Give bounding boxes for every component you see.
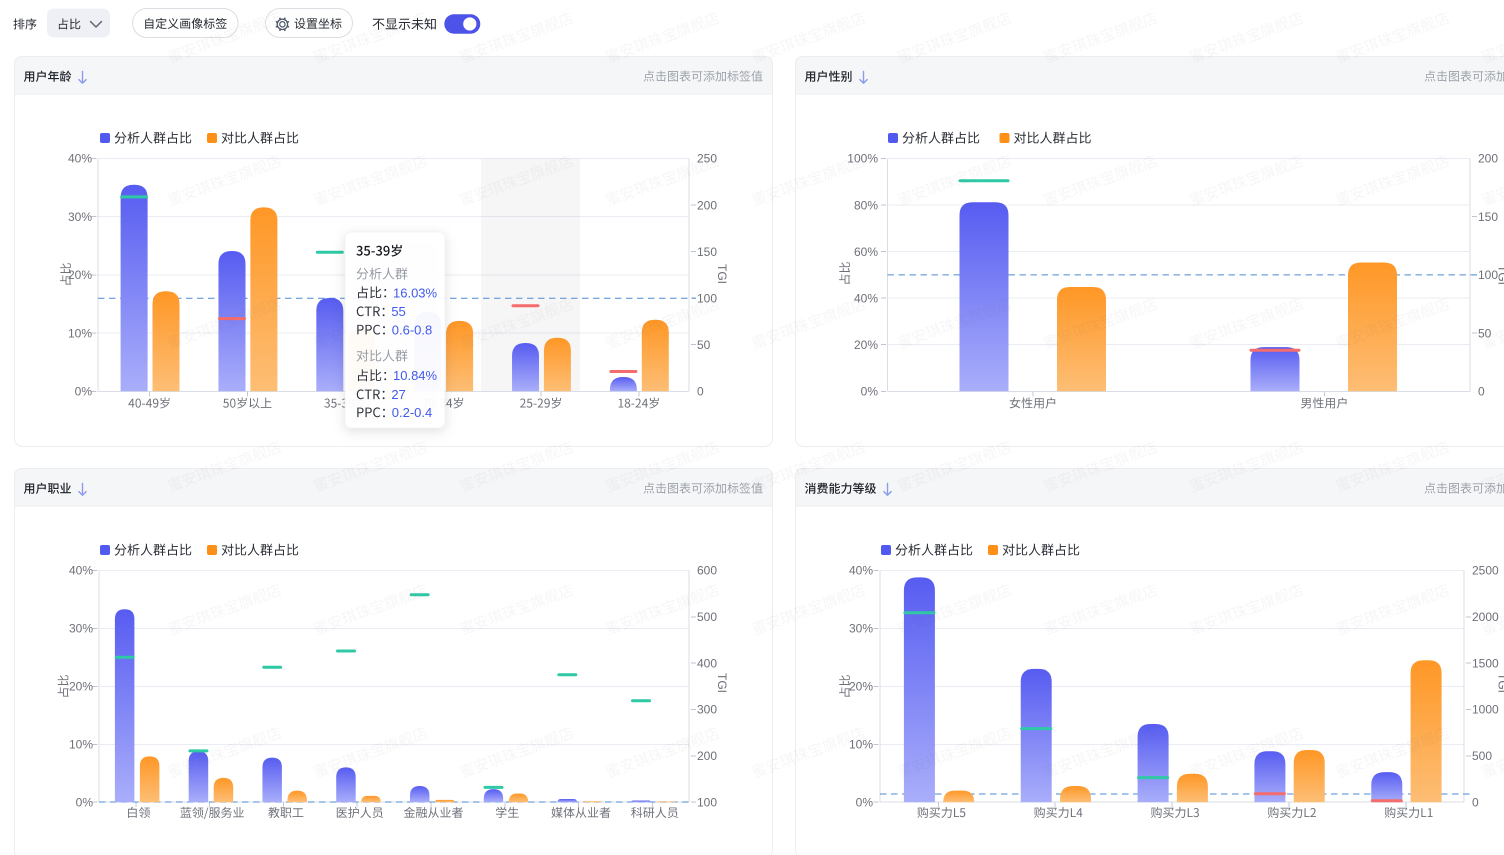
svg-text:55: 55 — [391, 304, 405, 319]
svg-text:40%: 40% — [854, 291, 878, 305]
svg-text:1500: 1500 — [1472, 656, 1499, 670]
svg-text:0.6-0.8: 0.6-0.8 — [392, 322, 432, 337]
svg-text:1000: 1000 — [1472, 703, 1499, 717]
svg-text:0.2-0.4: 0.2-0.4 — [392, 405, 432, 420]
svg-text:10%: 10% — [849, 737, 873, 751]
svg-text:80%: 80% — [854, 198, 878, 212]
svg-text:TGI: TGI — [1495, 673, 1504, 693]
svg-text:0: 0 — [697, 385, 704, 399]
svg-text:0%: 0% — [856, 795, 874, 809]
svg-text:0: 0 — [1472, 795, 1479, 809]
svg-text:27: 27 — [391, 387, 405, 402]
svg-text:40%: 40% — [849, 564, 873, 578]
svg-text:60%: 60% — [854, 245, 878, 259]
svg-text:TGI: TGI — [715, 673, 729, 693]
svg-text:30%: 30% — [69, 622, 93, 636]
svg-text:2000: 2000 — [1472, 610, 1499, 624]
svg-text:0%: 0% — [75, 385, 93, 399]
svg-text:20%: 20% — [849, 680, 873, 694]
svg-text:500: 500 — [697, 610, 717, 624]
svg-text:30%: 30% — [68, 210, 92, 224]
svg-text:0%: 0% — [861, 385, 879, 399]
svg-text:10%: 10% — [68, 326, 92, 340]
svg-text:150: 150 — [1478, 210, 1498, 224]
svg-text:0: 0 — [1478, 385, 1485, 399]
svg-text:500: 500 — [1472, 749, 1492, 763]
svg-text:16.03%: 16.03% — [393, 285, 438, 300]
svg-text:100: 100 — [697, 795, 717, 809]
svg-text:200: 200 — [697, 198, 717, 212]
svg-text:20%: 20% — [69, 680, 93, 694]
svg-text:10.84%: 10.84% — [393, 368, 438, 383]
svg-text:40%: 40% — [68, 152, 92, 166]
svg-text:TGI: TGI — [1495, 265, 1504, 285]
svg-text:2500: 2500 — [1472, 564, 1499, 578]
svg-text:100: 100 — [1478, 268, 1498, 282]
svg-text:TGI: TGI — [715, 264, 729, 284]
svg-text:100: 100 — [697, 291, 717, 305]
svg-text:40%: 40% — [69, 564, 93, 578]
svg-text:300: 300 — [697, 703, 717, 717]
svg-text:50: 50 — [1478, 326, 1492, 340]
svg-text:10%: 10% — [69, 737, 93, 751]
svg-text:0%: 0% — [76, 795, 94, 809]
svg-text:20%: 20% — [854, 338, 878, 352]
svg-text:50: 50 — [697, 338, 711, 352]
svg-text:200: 200 — [697, 749, 717, 763]
svg-text:600: 600 — [697, 564, 717, 578]
svg-text:400: 400 — [697, 656, 717, 670]
svg-text:20%: 20% — [68, 268, 92, 282]
svg-text:150: 150 — [697, 245, 717, 259]
svg-text:30%: 30% — [849, 622, 873, 636]
svg-text:200: 200 — [1478, 152, 1498, 166]
